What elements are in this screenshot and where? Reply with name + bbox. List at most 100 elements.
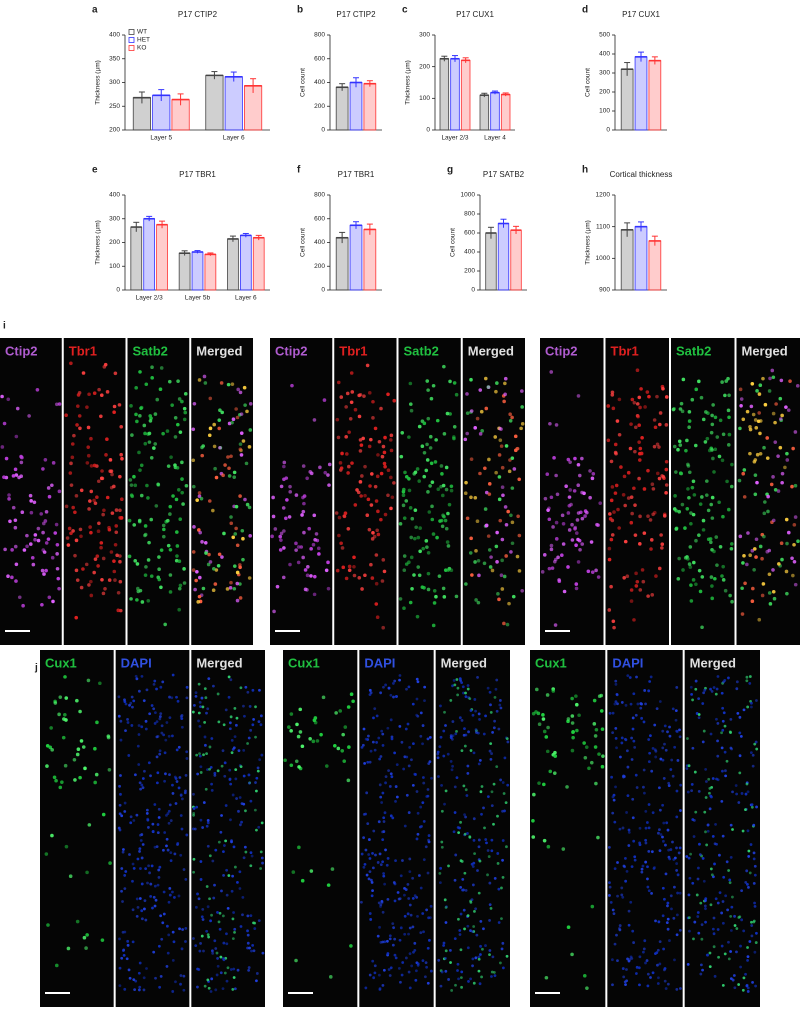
cell-dot [163,891,166,894]
cell-dot [380,755,383,758]
cell-dot [67,543,71,547]
cell-dot [642,580,646,584]
cell-dot [461,889,464,892]
y-tick-label: 300 [109,79,120,86]
cell-dot [430,777,433,780]
cell-dot [220,971,223,974]
cell-dot [548,517,552,521]
cell-dot [520,589,524,593]
cell-dot [451,720,454,723]
cell-dot [381,626,385,630]
cell-dot [146,599,150,603]
cell-dot [376,615,380,619]
cell-dot [553,754,557,758]
cell-dot [192,711,195,714]
cell-dot [692,513,696,517]
cell-dot [643,531,647,535]
cell-dot [591,477,595,481]
cell-dot [780,414,784,418]
cell-dot [660,542,664,546]
y-tick-label: 800 [314,32,325,39]
cell-dot [381,860,384,863]
cell-dot [699,590,703,594]
channel-label: Merged [441,655,487,670]
cell-dot [166,925,169,928]
cell-dot [136,587,140,591]
cell-dot [245,410,249,414]
cell-dot [467,684,470,687]
y-tick-label: 400 [109,192,120,199]
cell-dot [143,442,147,446]
bar [192,252,203,290]
cell-dot [471,898,474,901]
cell-dot [489,703,492,706]
cell-dot [721,692,724,695]
cell-dot [177,700,180,703]
cell-dot [50,834,54,838]
cell-dot [108,861,112,865]
cell-dot [247,942,250,945]
cell-dot [246,929,249,932]
cell-dot [565,785,569,789]
cell-dot [743,976,746,979]
cell-dot [715,563,719,567]
cell-dot [133,559,137,563]
cell-dot [382,911,385,914]
cell-dot [255,979,258,982]
cell-dot [205,712,208,715]
cell-dot [207,936,210,939]
cell-dot [751,599,755,603]
cell-dot [403,933,406,936]
cell-dot [691,486,695,490]
y-tick-label: 200 [599,89,610,96]
cell-dot [677,557,681,561]
cell-dot [490,758,493,761]
cell-dot [129,821,132,824]
y-tick-label: 0 [116,287,120,294]
cell-dot [360,901,363,904]
cell-dot [746,706,749,709]
cell-dot [383,451,387,455]
cell-dot [386,952,389,955]
chart-title: P17 CTIP2 [178,10,218,19]
cell-dot [726,760,729,763]
cell-dot [54,701,58,705]
cell-dot [714,842,717,845]
cell-dot [20,461,24,465]
cell-dot [63,675,67,679]
cell-dot [148,414,152,418]
cell-dot [217,418,221,422]
cell-dot [400,455,404,459]
cell-dot [302,510,306,514]
cell-dot [380,900,383,903]
y-tick-label: 400 [314,79,325,86]
cell-dot [500,917,503,920]
cell-dot [587,569,591,573]
cell-dot [453,381,457,385]
cell-dot [87,507,91,511]
cell-dot [751,803,754,806]
cell-dot [140,463,144,467]
cell-dot [680,402,684,406]
cell-dot [376,510,380,514]
cell-dot [668,784,671,787]
cell-dot [544,735,548,739]
cell-dot [274,527,278,531]
cell-dot [116,609,120,613]
cell-dot [473,852,476,855]
cell-dot [209,427,213,431]
cell-dot [88,823,92,827]
cell-dot [750,706,753,709]
cell-dot [646,390,650,394]
cell-dot [737,801,740,804]
cell-dot [585,986,589,990]
cell-dot [421,801,424,804]
bar [350,83,362,131]
cell-dot [650,770,653,773]
cell-dot [720,731,723,734]
cell-dot [608,894,611,897]
cell-dot [613,794,616,797]
cell-dot [181,502,185,506]
cell-dot [7,497,11,501]
